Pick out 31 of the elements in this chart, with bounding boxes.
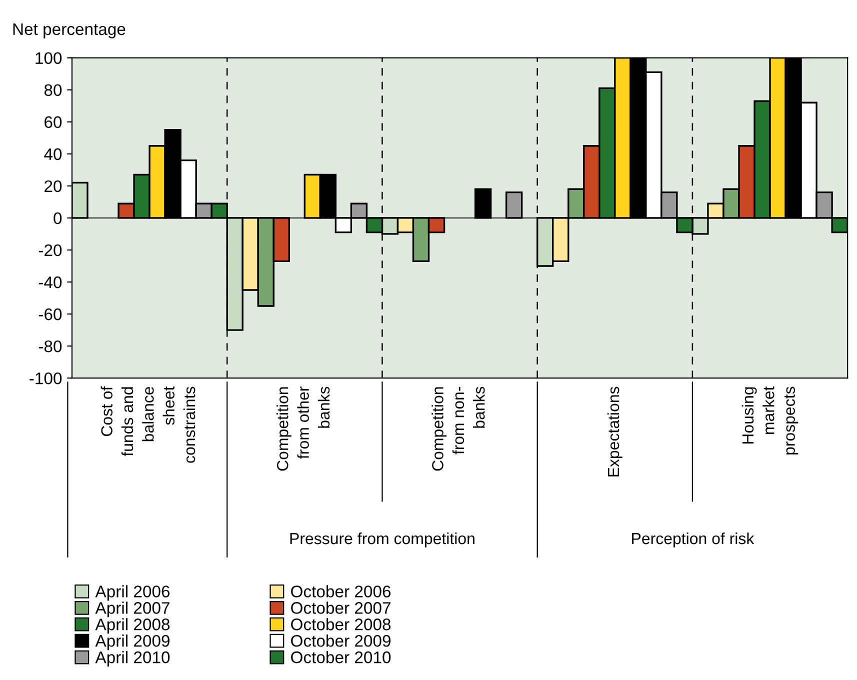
y-tick-label: 60 — [44, 116, 62, 128]
y-tick-label: 40 — [44, 148, 62, 160]
text: Perception of risk — [632, 532, 754, 548]
y-tick-label: 0 — [54, 212, 62, 224]
legend-label: April 2009 — [95, 634, 170, 650]
y-tick-label: -80 — [38, 340, 62, 352]
legend-label: October 2006 — [291, 585, 391, 598]
x-tick-label: Competition from non- banks — [432, 386, 485, 471]
y-tick-label: 100 — [36, 52, 62, 64]
legend-label: April 2008 — [95, 618, 170, 634]
legend-label: October 2010 — [291, 650, 391, 664]
y-tick-label: -40 — [38, 276, 62, 288]
y-tick-label: 20 — [44, 180, 62, 192]
y-tick-label: -100 — [30, 372, 62, 384]
legend-label: April 2007 — [95, 602, 170, 618]
legend-label: April 2010 — [95, 650, 170, 667]
x-tick-label: Competition from other banks — [276, 386, 330, 471]
legend-label: October 2008 — [291, 618, 391, 630]
legend-label: April 2006 — [95, 585, 170, 601]
x-tick-label: Expectations — [607, 386, 622, 476]
legend-label: October 2007 — [291, 602, 390, 614]
y-axis-title: Net percentage — [13, 23, 126, 38]
y-tick-label: -20 — [38, 244, 62, 256]
y-tick-label: 80 — [44, 84, 62, 96]
x-tick-label: Housing market prospects — [742, 386, 798, 454]
y-tick-label: -60 — [38, 308, 62, 320]
text: Pressure from competition — [290, 532, 474, 548]
x-tick-label: Cost of funds and balance sheet constraints — [100, 386, 196, 463]
bar — [505, 191, 523, 219]
bar — [474, 188, 492, 219]
legend-label: October 2009 — [291, 634, 390, 647]
